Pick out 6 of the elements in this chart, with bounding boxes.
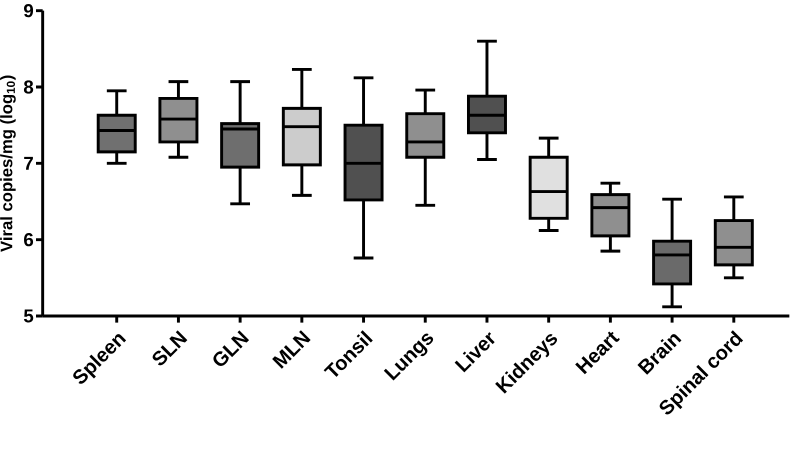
y-tick-label: 6	[24, 233, 34, 246]
y-tick-label: 8	[24, 80, 34, 94]
y-tick-label: 7	[24, 156, 33, 170]
y-tick-label: 9	[24, 4, 34, 18]
y-tick-label: 5	[24, 309, 34, 323]
y-axis-title: Viral copies/mg (log$_{10}$)	[0, 76, 16, 252]
